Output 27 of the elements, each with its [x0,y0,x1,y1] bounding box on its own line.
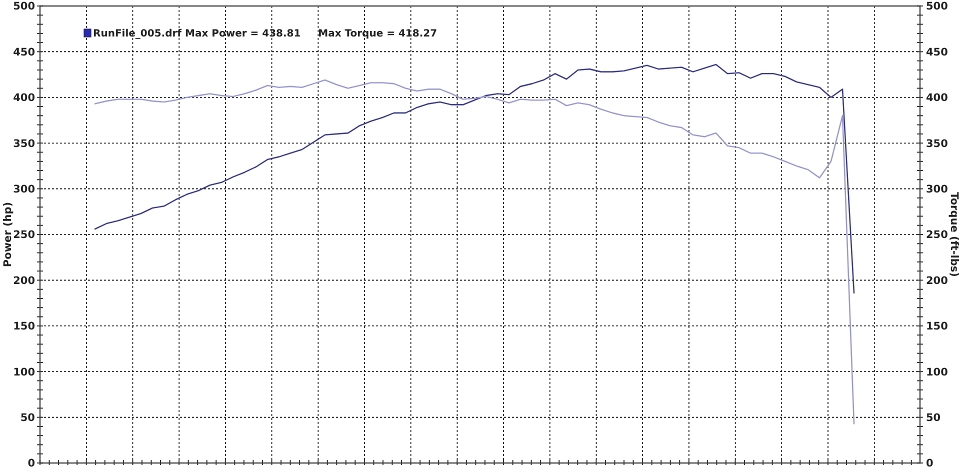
line-series [94,79,855,424]
y2-tick-label: 350 [926,138,948,150]
y2-tick-label: 250 [926,229,948,242]
y-axis-title: Power (hp) [2,202,14,268]
y-tick-label: 300 [13,183,35,196]
y2-tick-label: 500 [926,0,948,13]
y-tick-label: 100 [13,366,35,378]
line-series [94,64,855,294]
y2-tick-label: 400 [926,92,948,104]
y-tick-label: 400 [13,92,35,104]
y2-tick-label: 100 [926,366,948,378]
y-tick-label: 350 [13,138,35,150]
y-tick-label: 200 [13,274,35,287]
annotation: RunFile_005.drf Max Power = 438.81 Max Torque = 418.27 [93,28,438,40]
y2-axis-title: Torque (ft-lbs) [948,192,960,277]
y2-tick-label: 150 [926,320,948,333]
y-tick-label: 450 [13,46,35,58]
y-tick-label: 500 [13,0,35,13]
y2-tick-label: 300 [926,183,948,196]
y2-tick-label: 200 [926,274,948,287]
y2-tick-label: 0 [926,458,934,470]
y-tick-label: 150 [13,320,35,333]
y2-tick-label: 50 [926,412,941,424]
y2-tick-label: 450 [926,46,948,58]
y-tick-label: 0 [28,458,35,470]
y-tick-label: 50 [20,412,35,424]
y-tick-label: 250 [13,229,35,242]
